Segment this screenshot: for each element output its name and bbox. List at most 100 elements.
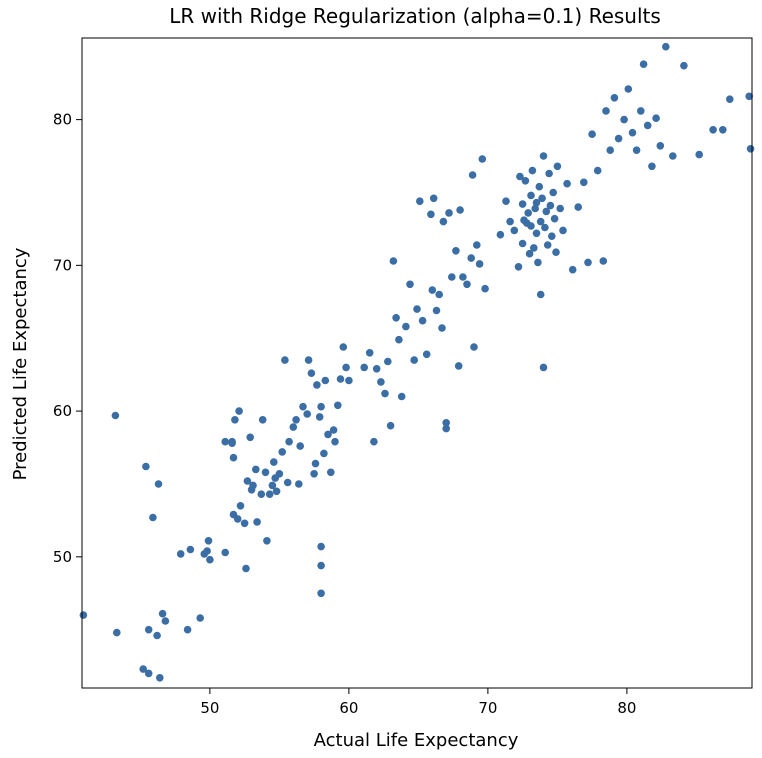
data-point-67 [317, 561, 325, 570]
data-point-102 [432, 306, 441, 315]
data-point-43 [265, 490, 274, 499]
data-point-103 [435, 290, 444, 299]
data-point-139 [531, 204, 539, 213]
data-point-129 [518, 200, 527, 208]
data-point-127 [516, 172, 524, 181]
data-point-75 [334, 401, 342, 410]
data-point-37 [252, 465, 260, 474]
data-point-63 [313, 381, 321, 389]
data-point-41 [261, 468, 270, 477]
data-point-118 [473, 241, 481, 249]
data-point-137 [528, 166, 537, 175]
data-point-100 [428, 286, 437, 294]
data-point-148 [539, 152, 548, 160]
data-point-10 [156, 674, 164, 682]
data-point-2 [113, 628, 121, 637]
data-point-60 [307, 369, 316, 378]
data-point-88 [389, 257, 398, 265]
data-point-115 [467, 254, 476, 262]
data-point-1 [111, 411, 120, 420]
data-point-99 [427, 210, 435, 219]
data-point-180 [648, 162, 656, 171]
data-point-92 [402, 322, 410, 331]
data-point-80 [360, 363, 369, 372]
data-point-68 [317, 589, 325, 598]
data-point-16 [196, 614, 204, 622]
data-point-51 [283, 478, 292, 487]
data-point-95 [413, 305, 421, 313]
data-point-122 [496, 230, 505, 239]
data-point-30 [236, 502, 245, 510]
data-point-116 [468, 171, 477, 179]
data-point-120 [478, 155, 487, 163]
data-point-65 [317, 402, 325, 411]
data-point-113 [459, 273, 467, 281]
data-point-105 [439, 217, 448, 226]
data-point-78 [342, 363, 350, 372]
data-point-176 [632, 146, 641, 154]
data-point-184 [669, 152, 677, 160]
data-point-29 [235, 407, 243, 415]
plot-area-frame [81, 37, 753, 689]
data-point-59 [304, 356, 313, 364]
data-point-171 [610, 94, 619, 102]
data-point-170 [606, 146, 614, 154]
data-point-146 [538, 194, 546, 203]
data-point-66 [317, 542, 325, 551]
data-point-175 [628, 128, 637, 137]
data-point-21 [221, 548, 229, 557]
data-point-48 [275, 470, 284, 478]
y-tick-label-80: 80 [53, 111, 72, 129]
data-point-119 [475, 260, 484, 268]
data-point-0 [79, 611, 88, 619]
data-point-85 [381, 389, 389, 398]
data-point-87 [386, 421, 395, 430]
data-point-155 [549, 188, 557, 197]
data-point-121 [481, 284, 489, 293]
data-point-94 [410, 356, 419, 364]
data-point-38 [253, 518, 261, 526]
data-point-189 [726, 95, 734, 103]
data-point-15 [186, 545, 195, 554]
data-point-76 [336, 375, 345, 383]
data-point-18 [203, 547, 211, 555]
data-point-54 [292, 416, 300, 424]
data-point-142 [534, 258, 542, 267]
data-point-3 [139, 665, 147, 673]
data-point-73 [329, 426, 338, 434]
data-point-152 [545, 169, 553, 178]
data-point-160 [559, 226, 567, 235]
data-point-93 [406, 280, 414, 289]
data-point-169 [602, 107, 610, 115]
data-point-47 [272, 487, 281, 496]
data-point-62 [311, 459, 320, 468]
data-point-34 [246, 433, 254, 442]
data-point-14 [183, 625, 192, 634]
data-point-141 [532, 229, 541, 238]
chart-title: LR with Ridge Regularization (alpha=0.1)… [169, 4, 661, 28]
data-point-7 [149, 513, 157, 522]
data-point-154 [548, 232, 556, 240]
data-point-106 [442, 424, 451, 433]
x-tick-label-70: 70 [478, 699, 497, 717]
data-point-144 [536, 217, 545, 226]
data-point-82 [370, 437, 378, 446]
data-point-64 [315, 413, 324, 421]
data-point-107 [442, 419, 451, 427]
data-point-71 [324, 430, 332, 439]
data-point-167 [593, 166, 602, 175]
data-point-179 [643, 121, 652, 130]
data-point-128 [518, 239, 527, 248]
ticks-layer: 50 60 70 80 50 60 70 80 [53, 111, 637, 717]
data-point-135 [527, 191, 535, 200]
data-point-4 [142, 462, 150, 471]
data-point-186 [695, 150, 703, 159]
data-point-44 [268, 481, 277, 490]
data-point-111 [454, 362, 463, 370]
data-point-108 [445, 209, 453, 217]
y-axis-label: Predicted Life Expectancy [10, 247, 31, 480]
data-point-5 [144, 669, 153, 678]
data-point-151 [543, 241, 552, 249]
data-point-20 [206, 555, 214, 564]
